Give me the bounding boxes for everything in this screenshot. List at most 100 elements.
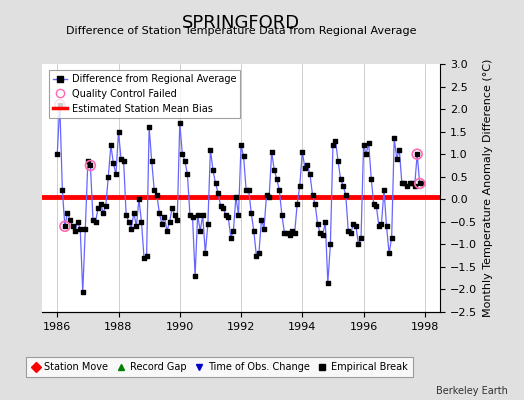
Point (170, 212, 179, 218)
Point (365, 140, 373, 146)
Point (68, 223, 77, 230)
Point (326, 241, 335, 248)
Point (127, 225, 136, 232)
Point (242, 187, 250, 194)
Point (152, 192, 161, 198)
Point (413, 151, 421, 157)
Point (346, 230, 355, 236)
Point (342, 192, 350, 198)
Point (186, 212, 194, 218)
Point (387, 234, 396, 241)
Point (58, 187, 67, 194)
Point (163, 228, 171, 234)
Point (418, 180, 427, 187)
Point (117, 156, 125, 162)
Point (252, 252, 260, 259)
Point (56, 101, 64, 108)
Point (109, 160, 117, 166)
Point (311, 200, 319, 207)
Point (339, 182, 347, 189)
Point (91, 219, 100, 225)
Point (267, 149, 276, 155)
Point (73, 219, 82, 225)
Point (191, 273, 199, 279)
Point (147, 158, 156, 164)
Point (227, 234, 235, 241)
Point (257, 216, 266, 223)
Point (296, 182, 304, 189)
Point (375, 223, 383, 230)
Point (94, 205, 102, 212)
Point (278, 212, 286, 218)
Point (354, 241, 363, 248)
Point (229, 228, 237, 234)
Point (176, 120, 184, 126)
Point (247, 210, 255, 216)
Point (183, 171, 192, 178)
Point (336, 176, 345, 182)
Point (160, 214, 169, 220)
Point (301, 164, 309, 171)
Point (122, 212, 130, 218)
Point (86, 162, 95, 169)
Point (400, 180, 409, 187)
Point (359, 142, 368, 148)
Point (84, 158, 92, 164)
Point (125, 219, 133, 225)
Point (86, 162, 95, 169)
Point (260, 225, 268, 232)
Point (166, 219, 174, 225)
Point (324, 280, 332, 286)
Point (61, 223, 69, 230)
Point (303, 162, 312, 169)
Point (319, 232, 327, 238)
Point (79, 288, 87, 295)
Text: SPRINGFORD: SPRINGFORD (182, 14, 300, 32)
Point (263, 192, 271, 198)
Point (237, 142, 245, 148)
Point (344, 228, 353, 234)
Point (214, 189, 222, 196)
Point (137, 219, 146, 225)
Point (369, 200, 378, 207)
Point (280, 230, 289, 236)
Legend: Difference from Regional Average, Quality Control Failed, Estimated Station Mean: Difference from Regional Average, Qualit… (49, 70, 241, 118)
Point (392, 156, 401, 162)
Point (398, 180, 406, 187)
Point (61, 223, 69, 230)
Point (232, 194, 240, 200)
Point (416, 180, 424, 187)
Point (403, 182, 411, 189)
Point (255, 250, 263, 256)
Point (298, 149, 307, 155)
Point (290, 230, 299, 236)
Point (331, 138, 340, 144)
Point (410, 182, 419, 189)
Point (357, 234, 365, 241)
Legend: Station Move, Record Gap, Time of Obs. Change, Empirical Break: Station Move, Record Gap, Time of Obs. C… (26, 358, 412, 377)
Point (178, 151, 187, 157)
Text: Difference of Station Temperature Data from Regional Average: Difference of Station Temperature Data f… (66, 26, 416, 36)
Point (270, 167, 278, 173)
Point (99, 210, 107, 216)
Point (245, 187, 253, 194)
Point (158, 221, 166, 227)
Point (216, 203, 225, 209)
Point (249, 228, 258, 234)
Point (132, 223, 140, 230)
Point (265, 194, 274, 200)
Point (173, 216, 181, 223)
Point (211, 180, 220, 187)
Point (275, 187, 283, 194)
Point (96, 200, 105, 207)
Point (145, 124, 154, 130)
Point (114, 128, 123, 135)
Point (329, 142, 337, 148)
Point (112, 171, 120, 178)
Point (372, 203, 380, 209)
Point (188, 214, 196, 220)
Text: Berkeley Earth: Berkeley Earth (436, 386, 508, 396)
Point (239, 153, 248, 160)
Point (56, 101, 64, 108)
Point (395, 146, 403, 153)
